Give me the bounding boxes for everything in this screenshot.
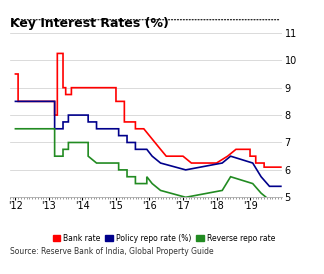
Text: Source: Reserve Bank of India, Global Property Guide: Source: Reserve Bank of India, Global Pr…	[10, 247, 213, 256]
Text: Key Interest Rates (%): Key Interest Rates (%)	[10, 17, 168, 30]
Legend: Bank rate, Policy repo rate (%), Reverse repo rate: Bank rate, Policy repo rate (%), Reverse…	[50, 231, 278, 246]
